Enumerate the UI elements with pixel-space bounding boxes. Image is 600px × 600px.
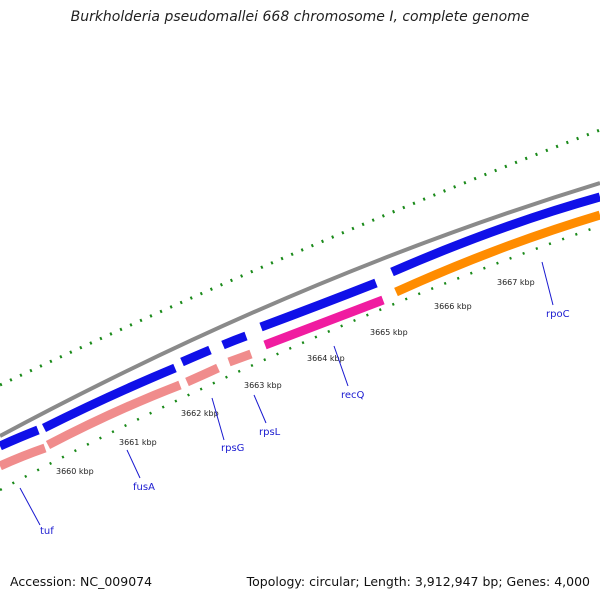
kbp-label-3660: 3660 kbp xyxy=(56,467,94,476)
kbp-label-3661: 3661 kbp xyxy=(119,438,157,447)
gene-arrow-rpsG xyxy=(180,345,212,367)
kbp-label-3667: 3667 kbp xyxy=(497,278,535,287)
gene-label-tuf: tuf xyxy=(40,526,54,537)
inner-tick-ring xyxy=(0,224,600,492)
rrna-segment-4 xyxy=(227,349,253,367)
gene-arrow-recQ xyxy=(259,278,378,332)
map-title: Burkholderia pseudomallei 668 chromosome… xyxy=(70,9,530,25)
gene-label-recQ: recQ xyxy=(341,390,365,401)
gene-arrow-rpsL xyxy=(221,331,248,350)
forward-track xyxy=(0,192,600,451)
gene-label-rpsL: rpsL xyxy=(259,427,281,438)
rrna-segment-1 xyxy=(0,443,47,471)
kbp-label-3666: 3666 kbp xyxy=(434,302,472,311)
gene-arrow-rpoC xyxy=(390,192,600,277)
gene-label-fusA: fusA xyxy=(133,482,155,493)
pink-gene-segment xyxy=(263,295,385,350)
kbp-label-3662: 3662 kbp xyxy=(181,409,219,418)
gene-labels: tuf fusA rpsG rpsL recQ rpoC xyxy=(40,309,570,537)
rrna-segment-3 xyxy=(185,363,220,387)
kbp-label-3663: 3663 kbp xyxy=(244,381,282,390)
gene-leader-lines xyxy=(19,261,554,526)
gene-label-rpsG: rpsG xyxy=(221,443,244,454)
genome-summary-text: Topology: circular; Length: 3,912,947 bp… xyxy=(246,574,590,589)
gene-label-rpoC: rpoC xyxy=(546,309,570,320)
backbone-line xyxy=(0,181,600,438)
rrna-segment-2 xyxy=(45,380,182,449)
kbp-label-3665: 3665 kbp xyxy=(370,328,408,337)
gene-arrow-tuf xyxy=(0,425,40,451)
orange-gene-segment xyxy=(394,210,600,297)
gene-arrow-fusA xyxy=(41,363,177,433)
accession-text: Accession: NC_009074 xyxy=(10,574,153,589)
reverse-track xyxy=(0,210,600,471)
kbp-label-3664: 3664 kbp xyxy=(307,354,345,363)
scale-labels: 3660 kbp 3661 kbp 3662 kbp 3663 kbp 3664… xyxy=(56,278,535,476)
